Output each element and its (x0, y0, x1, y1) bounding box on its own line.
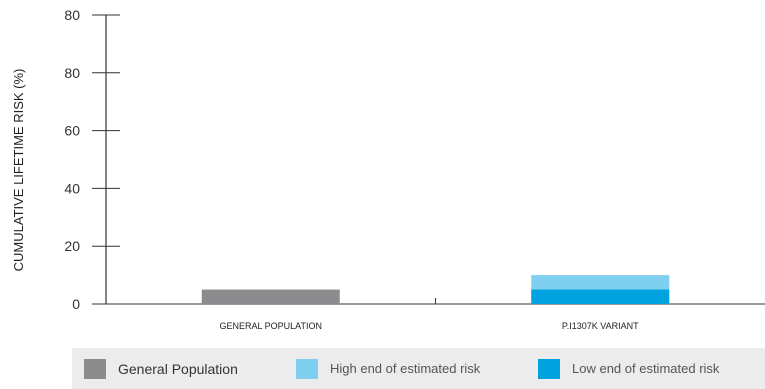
legend-item-low-end: Low end of estimated risk (538, 348, 719, 389)
y-tick-label: 0 (72, 296, 80, 312)
legend-swatch-low-end (538, 358, 560, 379)
legend-item-high-end: High end of estimated risk (296, 348, 480, 389)
y-tick-label: 80 (64, 7, 80, 23)
legend-swatch-general-population (84, 358, 106, 379)
legend-swatch-high-end (296, 358, 318, 379)
legend-label: General Population (118, 360, 238, 377)
bars (201, 275, 670, 304)
y-tick-label: 40 (64, 180, 80, 196)
legend-label: Low end of estimated risk (572, 361, 720, 376)
legend-label: High end of estimated risk (330, 361, 481, 376)
y-tick-label: 80 (64, 65, 80, 81)
legend-item-general-population: General Population (84, 348, 238, 389)
category-label: GENERAL POPULATION (219, 321, 322, 331)
y-axis: 0 20 40 60 80 80 (64, 7, 120, 312)
bar-chart: 0 20 40 60 80 80 GENERAL POPULATION P.I1307K V… (11, 7, 765, 331)
category-labels: GENERAL POPULATION P.I1307K VARIANT (219, 321, 639, 331)
category-label: P.I1307K VARIANT (562, 321, 639, 331)
legend: General Population High end of estimated… (72, 348, 765, 389)
bar-low-end-of-estimated-risk (531, 289, 670, 304)
y-tick-label: 60 (64, 123, 80, 139)
y-axis-label: CUMULATIVE LIFETIME RISK (%) (11, 69, 26, 272)
y-tick-label: 20 (64, 238, 80, 254)
bar-general-population (201, 289, 340, 304)
